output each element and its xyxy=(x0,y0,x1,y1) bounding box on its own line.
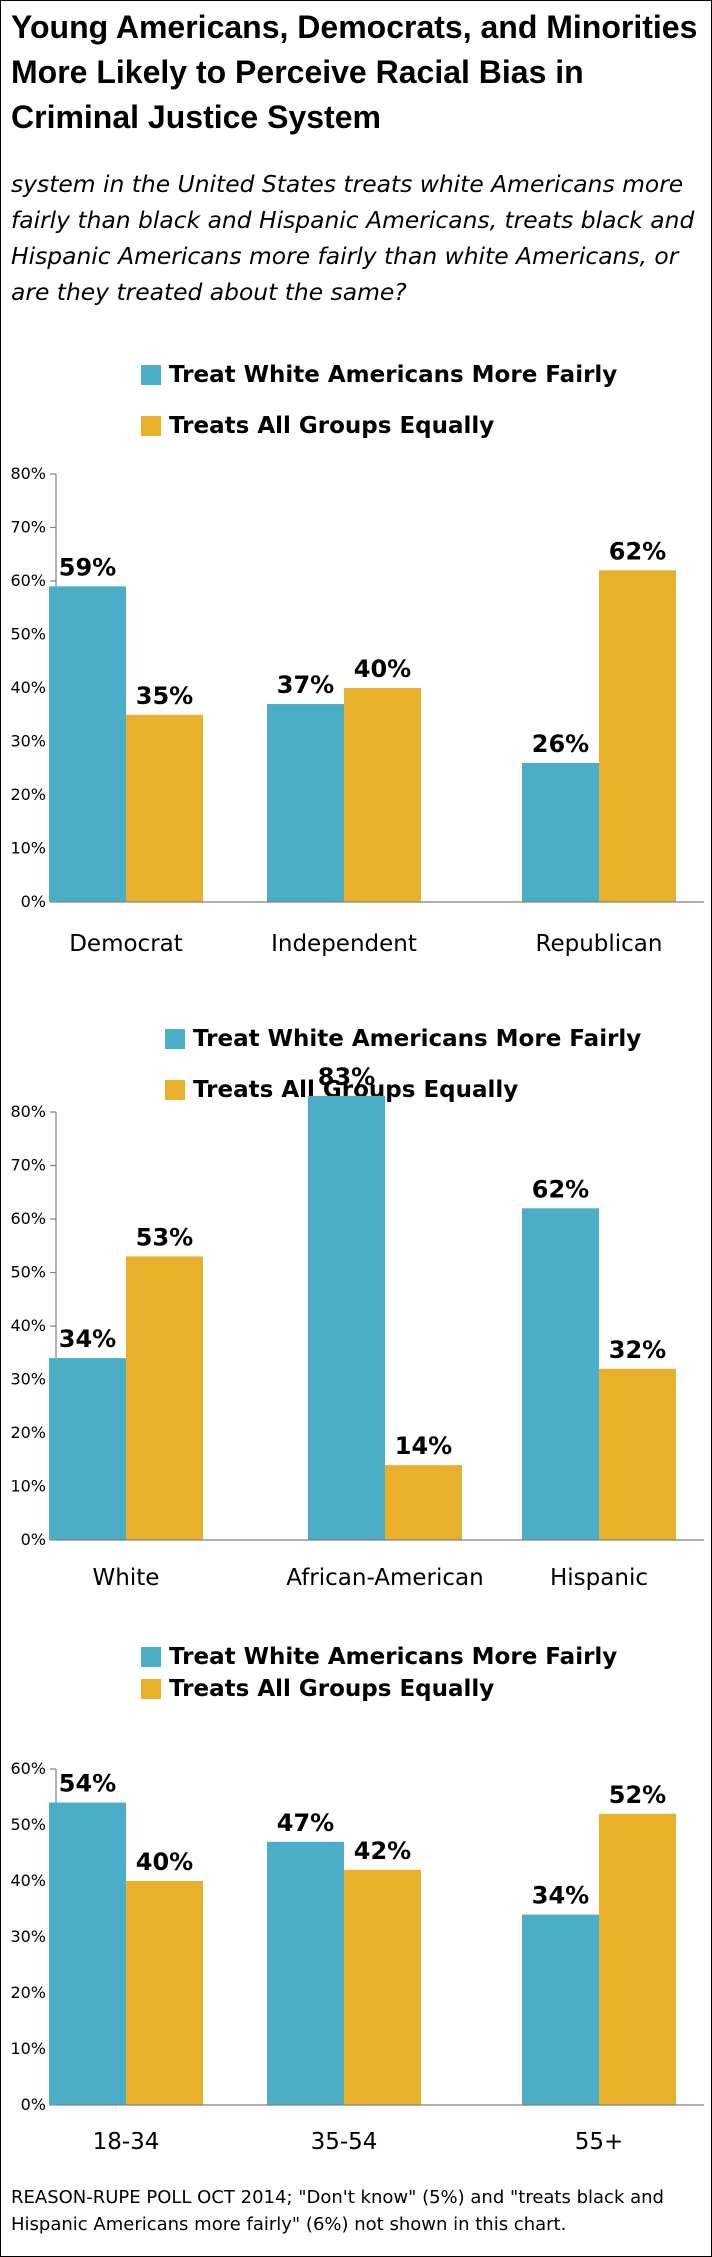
data-label: 35% xyxy=(136,682,193,710)
age-bar-chart: 0% 10% 20% 30% 40% 50% 60% 54% 47% 34% 40% 42% 52% 18… xyxy=(10,1759,704,2155)
y-tick-label: 40% xyxy=(10,678,46,697)
category-label: Hispanic xyxy=(550,1565,648,1591)
data-label: 14% xyxy=(395,1432,452,1460)
legend-swatch-white-fairly xyxy=(141,1647,161,1667)
bar-white-fairly xyxy=(267,1841,344,2105)
y-tick-label: 10% xyxy=(10,839,46,858)
data-label: 54% xyxy=(59,1770,116,1798)
category-label: African-American xyxy=(286,1565,483,1591)
bar-white-fairly xyxy=(522,1208,599,1540)
bar-all-equal xyxy=(385,1465,462,1540)
bar-all-equal xyxy=(126,714,203,902)
bar-white-fairly xyxy=(267,704,344,902)
bar-all-equal xyxy=(599,570,676,902)
y-tick-label: 50% xyxy=(10,1815,46,1834)
y-tick-label: 20% xyxy=(10,785,46,804)
legend-item-white-fairly: Treat White Americans More Fairly xyxy=(141,360,617,390)
y-tick-label: 60% xyxy=(10,1209,46,1228)
y-tick-label: 10% xyxy=(10,1477,46,1496)
legend-item-white-fairly: Treat White Americans More Fairly xyxy=(141,1642,617,1672)
party-bar-chart: 0% 10% 20% 30% 40% 50% 60% 70% 80% 59% 37% 26% 35% 40… xyxy=(10,464,704,957)
data-label: 62% xyxy=(532,1175,589,1203)
data-label: 26% xyxy=(532,730,589,758)
data-label: 42% xyxy=(354,1837,411,1865)
y-tick-label: 30% xyxy=(10,1370,46,1389)
data-label: 62% xyxy=(609,537,666,565)
data-label: 37% xyxy=(277,671,334,699)
bar-white-fairly xyxy=(49,586,126,902)
y-tick-label: 20% xyxy=(10,1423,46,1442)
y-tick-label: 50% xyxy=(10,625,46,644)
y-tick-label: 80% xyxy=(10,464,46,483)
y-tick-label: 70% xyxy=(10,1156,46,1175)
bar-all-equal xyxy=(344,688,421,902)
legend-label: Treat White Americans More Fairly xyxy=(193,1026,642,1052)
category-label: Independent xyxy=(271,931,417,957)
bar-white-fairly xyxy=(49,1802,126,2105)
y-tick-label: 60% xyxy=(10,1759,46,1778)
bar-white-fairly xyxy=(308,1095,385,1540)
y-tick-label: 30% xyxy=(10,1927,46,1946)
legend-item-all-equal: Treats All Groups Equally xyxy=(141,411,494,441)
legend-label: Treats All Groups Equally xyxy=(169,413,495,439)
bar-white-fairly xyxy=(49,1358,126,1540)
y-tick-label: 10% xyxy=(10,2039,46,2058)
category-label: 18-34 xyxy=(93,2129,160,2155)
data-label: 34% xyxy=(59,1325,116,1353)
y-tick-label: 80% xyxy=(10,1102,46,1121)
legend-swatch-all-equal xyxy=(141,1679,161,1699)
data-label: 40% xyxy=(136,1848,193,1876)
category-label: Republican xyxy=(536,931,663,957)
y-tick-label: 0% xyxy=(21,1530,46,1549)
legend-swatch-white-fairly xyxy=(165,1029,185,1049)
legend-swatch-all-equal xyxy=(165,1080,185,1100)
legend-swatch-white-fairly xyxy=(141,365,161,385)
race-bar-chart: 0% 10% 20% 30% 40% 50% 60% 70% 80% 34% 83% 62% 53% 14… xyxy=(10,1063,704,1591)
legend-label: Treat White Americans More Fairly xyxy=(169,1644,618,1670)
data-label: 83% xyxy=(318,1063,375,1091)
source-note: REASON-RUPE POLL OCT 2014; "Don't know" … xyxy=(11,2187,664,2235)
bar-white-fairly xyxy=(522,1914,599,2105)
category-label: White xyxy=(93,1565,160,1591)
legend-item-all-equal: Treats All Groups Equally xyxy=(141,1674,494,1704)
y-tick-label: 0% xyxy=(21,892,46,911)
y-tick-label: 50% xyxy=(10,1263,46,1282)
data-label: 47% xyxy=(277,1809,334,1837)
category-label: 55+ xyxy=(575,2129,624,2155)
question-text: system in the United States treats white… xyxy=(11,170,695,306)
bar-all-equal xyxy=(599,1813,676,2105)
y-tick-label: 40% xyxy=(10,1316,46,1335)
data-label: 34% xyxy=(532,1882,589,1910)
y-tick-label: 30% xyxy=(10,732,46,751)
legend-swatch-all-equal xyxy=(141,416,161,436)
bar-all-equal xyxy=(599,1368,676,1540)
data-label: 52% xyxy=(609,1781,666,1809)
category-label: 35-54 xyxy=(311,2129,378,2155)
y-tick-label: 0% xyxy=(21,2095,46,2114)
legend-label: Treats All Groups Equally xyxy=(169,1676,495,1702)
y-tick-label: 20% xyxy=(10,1983,46,2002)
category-label: Democrat xyxy=(69,931,183,957)
data-label: 40% xyxy=(354,655,411,683)
bar-all-equal xyxy=(126,1256,203,1540)
bar-all-equal xyxy=(126,1881,203,2105)
page-title: Young Americans, Democrats, and Minoriti… xyxy=(11,9,698,135)
bar-all-equal xyxy=(344,1869,421,2105)
legend-item-white-fairly: Treat White Americans More Fairly xyxy=(165,1024,641,1054)
data-label: 59% xyxy=(59,553,116,581)
y-tick-label: 40% xyxy=(10,1871,46,1890)
legend-label: Treat White Americans More Fairly xyxy=(169,362,618,388)
y-tick-label: 70% xyxy=(10,518,46,537)
bar-white-fairly xyxy=(522,762,599,902)
y-tick-label: 60% xyxy=(10,571,46,590)
data-label: 53% xyxy=(136,1223,193,1251)
data-label: 32% xyxy=(609,1336,666,1364)
